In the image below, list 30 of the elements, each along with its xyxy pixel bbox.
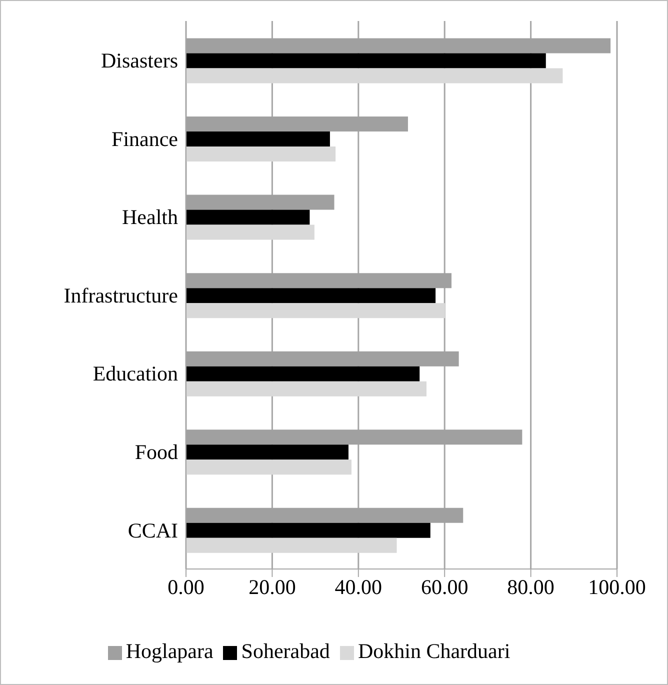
bar [186, 288, 436, 304]
bar [186, 381, 426, 396]
legend-label: Dokhin Charduari [358, 639, 510, 663]
y-tick-label: Finance [112, 126, 178, 151]
x-tick-label: 60.00 [420, 574, 468, 599]
bar [186, 210, 310, 225]
x-tick-label: 40.00 [334, 574, 382, 599]
x-tick-label: 20.00 [248, 574, 296, 599]
x-tick-label: 0.00 [168, 574, 204, 599]
y-tick-label: Health [122, 205, 178, 230]
bar [186, 538, 397, 553]
y-tick-label: Infrastructure [64, 283, 178, 308]
y-tick-label: CCAI [128, 518, 178, 542]
bar [186, 146, 336, 162]
bar [186, 444, 348, 460]
legend-label: Soherabad [241, 639, 330, 663]
legend-label: Hoglapara [126, 639, 214, 663]
bar [186, 460, 352, 475]
bar [186, 522, 430, 538]
y-tick-label: Disasters [101, 48, 178, 73]
y-tick-label: Food [134, 440, 178, 464]
bar [186, 224, 314, 240]
x-tick-label: 80.00 [507, 574, 554, 599]
bar [186, 366, 420, 382]
bar [186, 68, 563, 84]
bar [186, 303, 446, 318]
bar [186, 132, 330, 147]
y-tick-label: Education [92, 362, 178, 386]
x-tick-label: 100.00 [588, 574, 646, 599]
bar [186, 53, 546, 68]
